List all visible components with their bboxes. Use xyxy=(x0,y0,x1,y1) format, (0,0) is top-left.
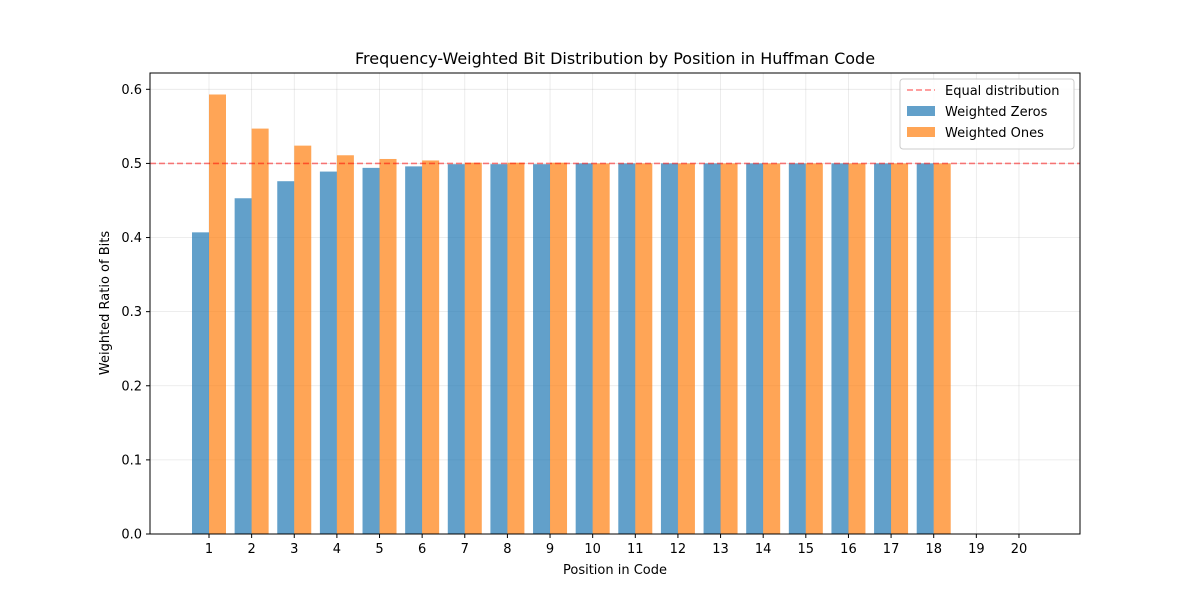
y-axis-label: Weighted Ratio of Bits xyxy=(98,231,113,375)
bar-weighted-ones xyxy=(379,158,397,534)
y-tick-label: 0.6 xyxy=(121,83,142,98)
bar-weighted-zeros xyxy=(533,164,551,534)
bar-weighted-ones xyxy=(891,163,909,535)
bar-weighted-ones xyxy=(464,162,482,535)
x-tick-label: 16 xyxy=(840,542,857,557)
bar-weighted-zeros xyxy=(703,163,721,535)
bar-weighted-ones xyxy=(209,94,226,535)
bar-weighted-zeros xyxy=(618,163,636,535)
bar-weighted-zeros xyxy=(405,166,423,534)
x-tick-label: 20 xyxy=(1011,542,1028,557)
x-tick-label: 10 xyxy=(584,542,601,557)
x-tick-label: 8 xyxy=(503,542,511,557)
plot-frame xyxy=(149,72,1081,535)
x-tick-label: 18 xyxy=(925,542,942,557)
legend-label-ones: Weighted Ones xyxy=(945,126,1044,141)
x-tick-label: 6 xyxy=(418,542,426,557)
x-tick-label: 12 xyxy=(670,542,687,557)
y-tick-label: 0.1 xyxy=(121,453,142,468)
x-tick-label: 11 xyxy=(627,542,644,557)
x-tick-label: 15 xyxy=(798,542,815,557)
bar-weighted-ones xyxy=(635,163,653,535)
bar-weighted-ones xyxy=(677,163,695,535)
y-tick-label: 0.0 xyxy=(121,528,142,543)
legend-box xyxy=(899,78,1075,150)
x-tick-label: 7 xyxy=(461,542,469,557)
bar-weighted-ones xyxy=(848,163,866,535)
bar-weighted-zeros xyxy=(916,163,934,535)
legend: Equal distribution Weighted Zeros Weighted… xyxy=(899,78,1075,150)
bar-weighted-zeros xyxy=(192,232,209,534)
bar-weighted-zeros xyxy=(490,164,508,534)
x-axis-ticks: 1 2 3 4 5 6 7 8 9 10 11 12 13 14 15 16 17 18 19 20 xyxy=(205,534,1027,557)
y-tick-label: 0.4 xyxy=(121,231,142,246)
bar-weighted-ones xyxy=(507,162,525,535)
legend-label-zeros: Weighted Zeros xyxy=(945,105,1048,120)
bar-weighted-zeros xyxy=(746,163,764,535)
bar-weighted-ones xyxy=(251,128,269,534)
x-tick-label: 14 xyxy=(755,542,772,557)
bar-weighted-zeros xyxy=(277,181,295,535)
legend-swatch-zeros xyxy=(907,106,935,116)
chart-title: Frequency-Weighted Bit Distribution by P… xyxy=(355,49,875,68)
bar-weighted-zeros xyxy=(447,164,465,534)
bar-weighted-zeros xyxy=(831,163,849,535)
bar-weighted-zeros xyxy=(660,163,678,535)
bar-weighted-ones xyxy=(805,163,823,535)
x-tick-label: 17 xyxy=(883,542,900,557)
x-tick-label: 4 xyxy=(333,542,341,557)
bar-weighted-zeros xyxy=(874,163,892,535)
bar-weighted-zeros xyxy=(362,167,380,534)
bar-weighted-ones xyxy=(592,163,610,535)
y-tick-label: 0.5 xyxy=(121,157,142,172)
legend-swatch-ones xyxy=(907,127,935,137)
bar-weighted-ones xyxy=(422,160,440,534)
bar-weighted-zeros xyxy=(788,163,806,535)
y-tick-label: 0.3 xyxy=(121,305,142,320)
bar-weighted-ones xyxy=(294,145,312,535)
y-axis-ticks: 0.0 0.1 0.2 0.3 0.4 0.5 0.6 xyxy=(121,83,150,543)
y-tick-label: 0.2 xyxy=(121,379,142,394)
x-tick-label: 3 xyxy=(290,542,298,557)
legend-label-reference: Equal distribution xyxy=(945,84,1060,99)
bar-weighted-ones xyxy=(933,163,951,535)
x-tick-label: 13 xyxy=(712,542,729,557)
bar-weighted-ones xyxy=(763,163,781,535)
x-axis-label: Position in Code xyxy=(563,563,667,578)
x-tick-label: 2 xyxy=(247,542,255,557)
bar-weighted-ones xyxy=(336,155,354,534)
bar-weighted-zeros xyxy=(575,163,593,535)
bar-weighted-zeros xyxy=(319,171,337,534)
bar-weighted-ones xyxy=(720,163,738,535)
x-tick-label: 1 xyxy=(205,542,213,557)
x-tick-label: 5 xyxy=(375,542,383,557)
bar-weighted-ones xyxy=(550,162,568,535)
bar-weighted-zeros xyxy=(234,198,252,535)
bars xyxy=(192,94,951,535)
x-tick-label: 19 xyxy=(968,542,985,557)
x-tick-label: 9 xyxy=(546,542,554,557)
